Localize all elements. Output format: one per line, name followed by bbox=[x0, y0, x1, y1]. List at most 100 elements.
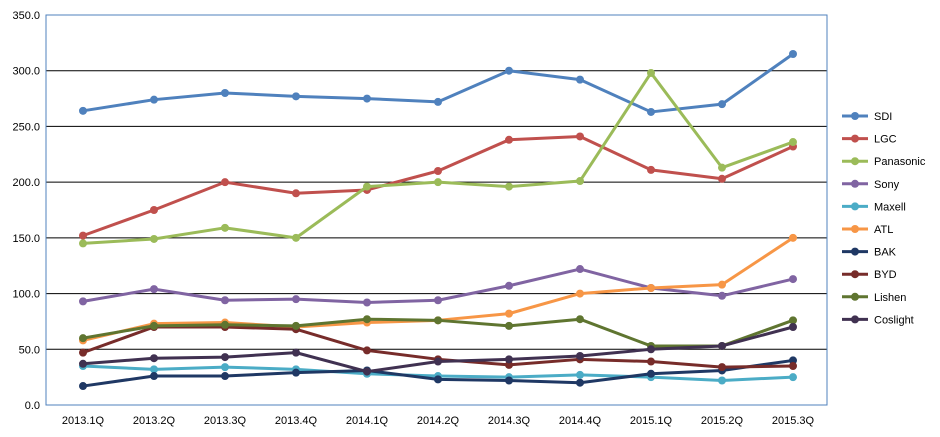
data-point-lishen bbox=[79, 334, 87, 343]
data-point-bak bbox=[292, 368, 300, 377]
data-point-lishen bbox=[221, 320, 229, 329]
data-point-sdi bbox=[647, 107, 655, 116]
data-point-panasonic bbox=[576, 177, 584, 186]
data-point-maxell bbox=[718, 376, 726, 385]
legend-marker bbox=[851, 247, 859, 256]
series-coslight bbox=[79, 323, 797, 376]
data-point-sdi bbox=[363, 94, 371, 103]
legend-item-byd: BYD bbox=[842, 269, 897, 281]
data-point-maxell bbox=[576, 370, 584, 379]
data-point-panasonic bbox=[718, 163, 726, 172]
data-point-bak bbox=[576, 378, 584, 387]
legend-label: BYD bbox=[874, 269, 897, 281]
data-point-bak bbox=[221, 372, 229, 381]
legend-marker bbox=[851, 202, 859, 211]
y-tick-label: 100.0 bbox=[12, 289, 40, 301]
y-tick-label: 0.0 bbox=[25, 400, 40, 412]
y-tick-label: 300.0 bbox=[12, 66, 40, 78]
data-point-atl bbox=[505, 309, 513, 318]
data-point-atl bbox=[789, 233, 797, 242]
data-point-sony bbox=[505, 281, 513, 290]
data-point-lgc bbox=[434, 167, 442, 175]
x-tick-label: 2015.3Q bbox=[772, 415, 815, 427]
data-point-byd bbox=[505, 360, 513, 369]
data-point-sdi bbox=[576, 75, 584, 84]
legend-item-maxell: Maxell bbox=[842, 201, 906, 213]
x-tick-label: 2014.4Q bbox=[559, 415, 602, 427]
data-point-lgc bbox=[718, 174, 726, 183]
data-point-lgc bbox=[221, 178, 229, 187]
series-panasonic bbox=[79, 68, 797, 248]
series-lishen bbox=[79, 315, 797, 350]
data-point-panasonic bbox=[434, 178, 442, 187]
data-point-lishen bbox=[789, 316, 797, 325]
y-tick-label: 50.0 bbox=[19, 344, 40, 356]
legend-marker bbox=[851, 112, 859, 120]
legend-marker bbox=[851, 292, 859, 301]
data-point-bak bbox=[79, 382, 87, 391]
x-tick-label: 2013.3Q bbox=[204, 415, 247, 427]
series-sdi bbox=[79, 50, 797, 116]
data-point-coslight bbox=[647, 345, 655, 354]
data-point-sony bbox=[576, 265, 584, 274]
data-point-byd bbox=[718, 363, 726, 372]
data-point-panasonic bbox=[221, 223, 229, 232]
x-tick-label: 2014.3Q bbox=[488, 415, 531, 427]
data-point-sdi bbox=[79, 106, 87, 115]
legend-label: Panasonic bbox=[874, 156, 926, 168]
legend-marker bbox=[851, 225, 859, 233]
data-point-panasonic bbox=[647, 68, 655, 77]
data-point-bak bbox=[789, 356, 797, 365]
data-point-lgc bbox=[647, 165, 655, 174]
series-group bbox=[79, 50, 797, 391]
data-point-lgc bbox=[505, 135, 513, 144]
data-point-coslight bbox=[292, 348, 300, 357]
data-point-panasonic bbox=[150, 234, 158, 243]
y-tick-label: 150.0 bbox=[12, 233, 40, 245]
x-tick-label: 2013.4Q bbox=[275, 415, 318, 427]
legend-label: ATL bbox=[874, 224, 893, 236]
x-axis-ticks: 2013.1Q 2013.2Q 2013.3Q 2013.4Q 2014.1Q 2014.… bbox=[62, 415, 815, 427]
data-point-maxell bbox=[221, 363, 229, 372]
data-point-sony bbox=[79, 297, 87, 306]
legend-item-sdi: SDI bbox=[842, 111, 892, 123]
data-point-byd bbox=[647, 357, 655, 366]
data-point-coslight bbox=[221, 353, 229, 362]
data-point-coslight bbox=[789, 323, 797, 331]
data-point-atl bbox=[576, 289, 584, 298]
legend-label: BAK bbox=[874, 247, 897, 259]
data-point-sony bbox=[363, 298, 371, 307]
data-point-lishen bbox=[150, 321, 158, 330]
data-point-sony bbox=[221, 296, 229, 305]
legend-item-lishen: Lishen bbox=[842, 292, 906, 304]
data-point-maxell bbox=[150, 365, 158, 374]
data-point-panasonic bbox=[505, 182, 513, 191]
data-point-lishen bbox=[292, 321, 300, 330]
data-point-lgc bbox=[292, 189, 300, 198]
data-point-panasonic bbox=[789, 138, 797, 147]
data-point-sony bbox=[292, 295, 300, 304]
data-point-sdi bbox=[434, 97, 442, 106]
legend-label: Maxell bbox=[874, 201, 906, 213]
data-point-maxell bbox=[789, 373, 797, 382]
legend-label: SDI bbox=[874, 111, 892, 123]
data-point-sdi bbox=[221, 89, 229, 97]
data-point-coslight bbox=[718, 341, 726, 350]
data-point-bak bbox=[150, 372, 158, 381]
data-point-byd bbox=[79, 348, 87, 357]
y-tick-label: 200.0 bbox=[12, 177, 40, 189]
legend-label: Sony bbox=[874, 179, 900, 191]
legend-item-sony: Sony bbox=[842, 179, 900, 191]
data-point-coslight bbox=[79, 359, 87, 368]
legend-label: Coslight bbox=[874, 314, 914, 326]
data-point-byd bbox=[789, 362, 797, 370]
legend-item-coslight: Coslight bbox=[842, 314, 914, 326]
legend-marker bbox=[851, 179, 859, 188]
legend-item-atl: ATL bbox=[842, 224, 893, 236]
data-point-lishen bbox=[434, 316, 442, 325]
data-point-sdi bbox=[789, 50, 797, 58]
legend-marker bbox=[851, 134, 859, 143]
legend-item-lgc: LGC bbox=[842, 134, 897, 146]
